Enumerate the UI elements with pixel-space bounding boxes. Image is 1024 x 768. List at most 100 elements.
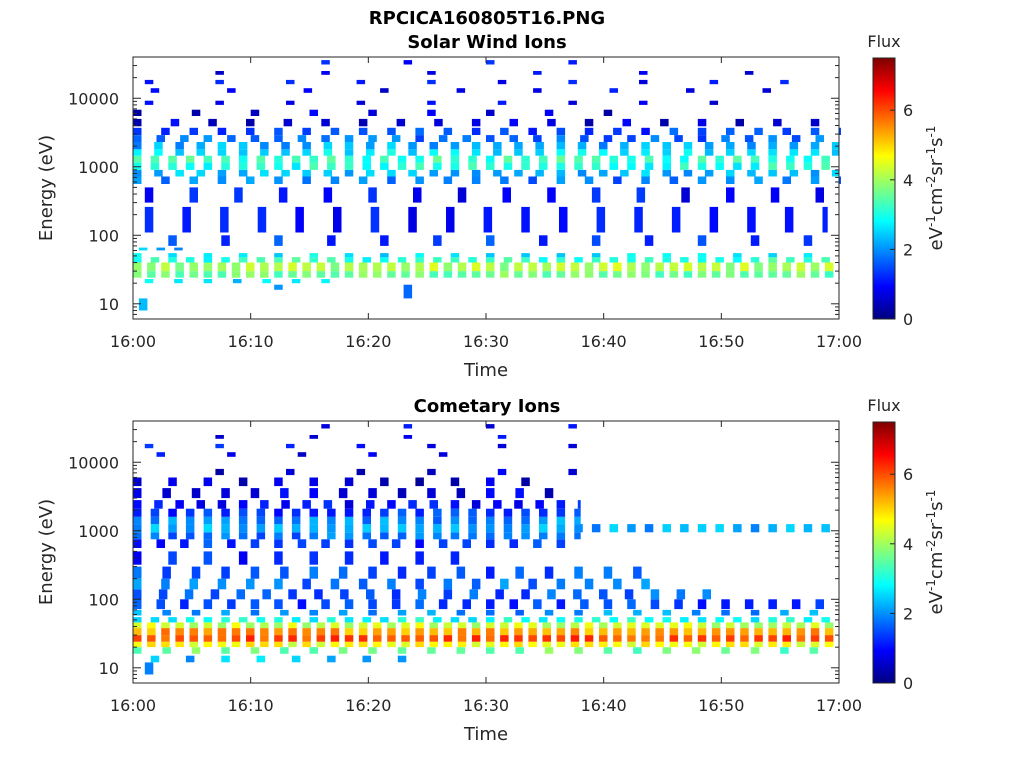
heatmap-cell [735,118,744,127]
heatmap-cell [815,187,824,203]
heatmap-cell [415,551,424,565]
heatmap-cell [246,628,255,636]
colorbar-tick-label: 0 [903,674,913,693]
colorbar-tick-label: 6 [903,101,913,120]
heatmap-cell [274,176,283,184]
heatmap-cell [655,622,664,629]
heatmap-cell [133,271,142,278]
heatmap-cell [726,142,735,150]
heatmap-cell [733,257,742,263]
heatmap-cell [683,271,693,278]
heatmap-cell [246,578,255,590]
heatmap-cell [330,578,340,590]
heatmap-cell [138,247,148,251]
heatmap-cell [644,155,654,163]
heatmap-cell [397,532,407,540]
heatmap-cell [175,262,184,272]
heatmap-cell [238,162,248,170]
heatmap-cell [786,155,795,163]
heatmap-cell [740,271,749,278]
heatmap-cell [486,599,495,610]
heatmap-cell [782,271,791,278]
heatmap-cell [620,169,629,177]
heatmap-cell [175,622,184,629]
heatmap-cell [309,488,318,499]
colorbar-tick-label: 2 [903,240,913,259]
heatmap-cell [669,622,679,629]
heatmap-cell [415,176,424,184]
heatmap-cell [387,641,396,648]
heatmap-cell [450,253,460,258]
heatmap-cell [821,257,830,263]
heatmap-cell [577,142,587,150]
heatmap-cell [650,135,660,142]
heatmap-cell [387,142,396,150]
heatmap-cell [215,71,224,75]
heatmap-cell [468,516,477,525]
heatmap-cell [824,628,834,636]
heatmap-cell [697,622,707,629]
heatmap-cell [627,617,636,623]
heatmap-cell [368,647,377,654]
heatmap-cell [768,162,777,170]
heatmap-cell [443,262,453,272]
heatmap-cell [535,169,544,177]
heatmap-cell [697,176,707,184]
heatmap-cell [450,617,460,623]
heatmap-cell [468,155,477,163]
heatmap-cell [768,635,777,642]
heatmap-cell [302,176,311,184]
heatmap-cell [627,271,636,278]
heatmap-cell [486,424,495,429]
heatmap-cell [450,516,460,525]
heatmap-cell [238,253,248,258]
heatmap-cell [450,500,460,509]
heatmap-cell [497,443,507,449]
panel-title: Solar Wind Ions [407,32,566,53]
heatmap-cell [433,532,442,540]
heatmap-cell [443,635,453,642]
heatmap-cell [344,516,354,525]
heatmap-cell [246,262,255,272]
heatmap-cell [697,118,707,127]
heatmap-cell [721,135,730,142]
heatmap-cell [220,206,229,233]
heatmap-cell [810,641,820,648]
heatmap-cell [358,127,368,135]
heatmap-cell [500,641,509,648]
heatmap-cell [302,149,311,156]
heatmap-cell [387,169,396,177]
heatmap-cell [655,641,664,648]
heatmap-cell [316,641,326,648]
x-tick-label: 16:10 [228,696,274,715]
heatmap-cell [274,524,283,533]
heatmap-cell [486,516,495,525]
heatmap-cell [768,142,777,150]
heatmap-cell [291,617,301,623]
heatmap-cell [768,271,777,278]
heatmap-cell [391,589,401,600]
heatmap-cell [133,253,142,258]
heatmap-cell [231,622,241,629]
heatmap-cell [215,435,224,439]
heatmap-cell [217,500,227,509]
heatmap-cell [236,589,245,600]
heatmap-cell [539,532,548,540]
heatmap-cell [810,127,820,135]
heatmap-cell [344,551,354,565]
heatmap-cell [450,508,460,517]
heatmap-cell [309,253,318,258]
heatmap-cell [380,253,389,258]
heatmap-cell [446,206,455,233]
heatmap-cell [599,149,608,156]
heatmap-cell [803,257,813,263]
heatmap-cell [203,262,213,272]
heatmap-cell [584,118,594,127]
heatmap-cell [636,187,646,203]
y-tick-label: 10000 [68,453,119,472]
heatmap-cell [401,622,410,629]
heatmap-cell [715,257,724,263]
heatmap-cell [733,524,742,533]
heatmap-cell [191,488,201,499]
heatmap-cell [215,79,224,85]
